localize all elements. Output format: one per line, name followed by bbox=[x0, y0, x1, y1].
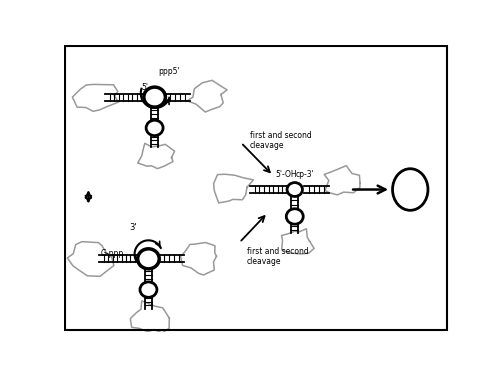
Polygon shape bbox=[72, 84, 118, 111]
Text: ppp5': ppp5' bbox=[158, 66, 180, 76]
Text: cp-3': cp-3' bbox=[296, 170, 314, 179]
Polygon shape bbox=[68, 242, 114, 276]
Polygon shape bbox=[138, 143, 174, 169]
Polygon shape bbox=[324, 166, 360, 195]
Ellipse shape bbox=[140, 282, 157, 297]
Text: 5': 5' bbox=[141, 84, 148, 93]
Text: 5'-OH: 5'-OH bbox=[276, 170, 297, 179]
Ellipse shape bbox=[144, 87, 166, 107]
Ellipse shape bbox=[392, 169, 428, 210]
Ellipse shape bbox=[146, 120, 163, 136]
Polygon shape bbox=[130, 301, 170, 333]
Text: 3': 3' bbox=[129, 223, 137, 232]
Text: first and second
cleavage: first and second cleavage bbox=[250, 131, 312, 150]
Polygon shape bbox=[214, 174, 254, 203]
Polygon shape bbox=[187, 80, 227, 112]
Polygon shape bbox=[282, 229, 314, 254]
Ellipse shape bbox=[138, 249, 159, 269]
Ellipse shape bbox=[287, 183, 302, 197]
Text: first and second
cleavage: first and second cleavage bbox=[247, 247, 309, 266]
Ellipse shape bbox=[286, 209, 303, 224]
Text: G-ppp: G-ppp bbox=[100, 249, 124, 258]
Polygon shape bbox=[180, 242, 216, 275]
